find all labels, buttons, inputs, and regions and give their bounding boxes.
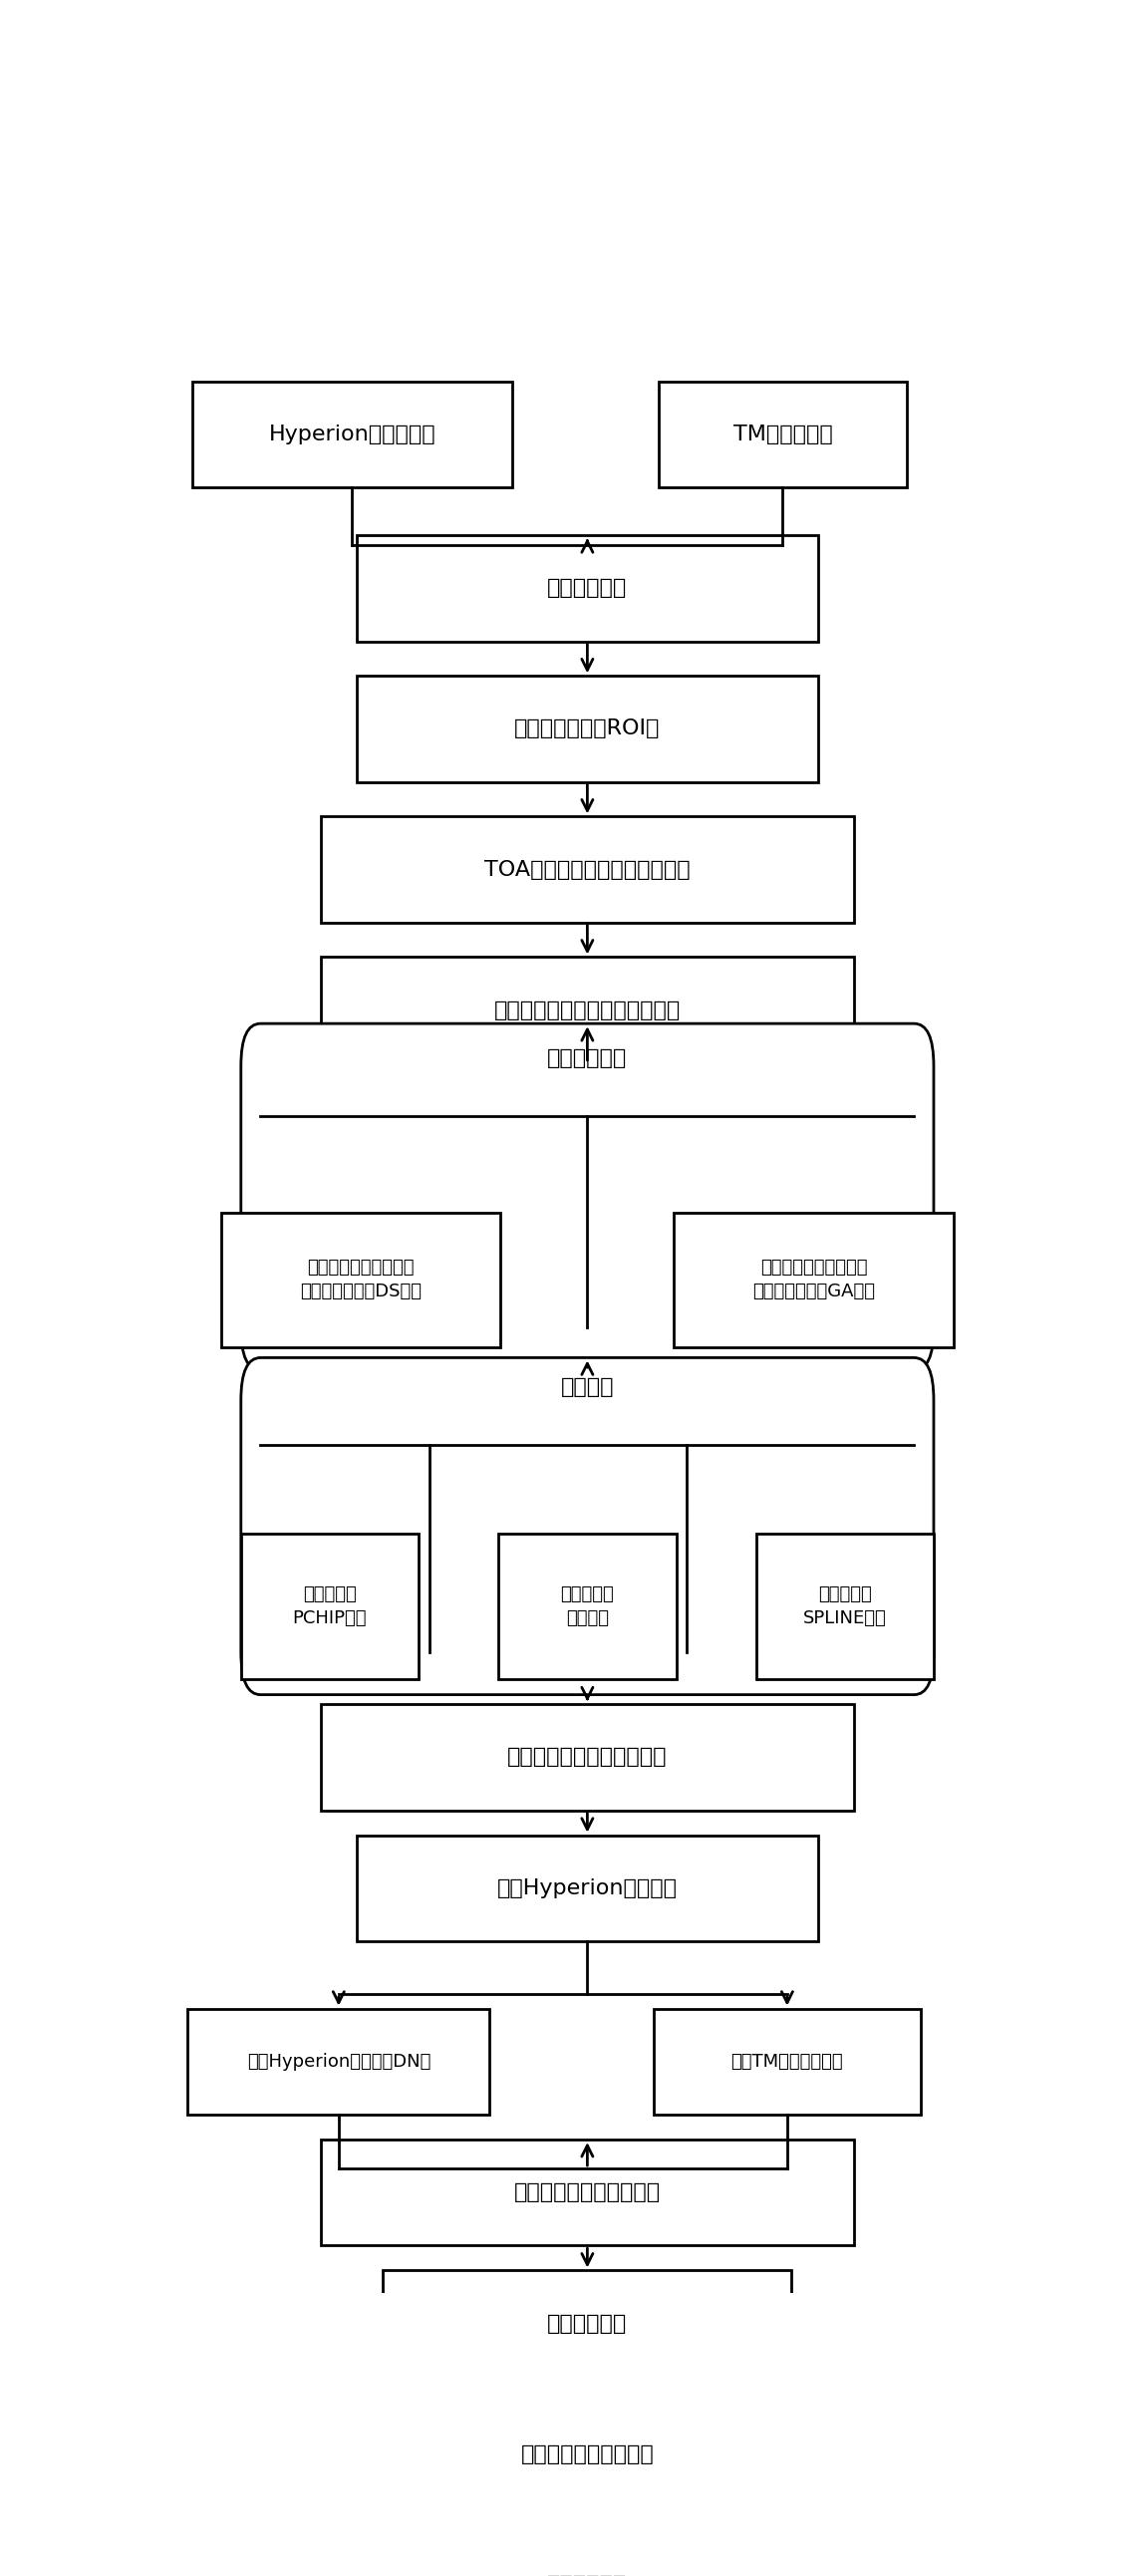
Text: 对模拟辐亮度曲线去除气体吸收: 对模拟辐亮度曲线去除气体吸收 bbox=[494, 999, 681, 1020]
Bar bbox=[347, 2401, 827, 2506]
Bar bbox=[321, 1705, 854, 1811]
Bar bbox=[356, 1834, 818, 1942]
Bar bbox=[356, 675, 818, 783]
Text: 提取Hyperion优化波段DN值: 提取Hyperion优化波段DN值 bbox=[246, 2053, 431, 2071]
Text: 对优化波段
SPLINE插值: 对优化波段 SPLINE插值 bbox=[803, 1587, 887, 1628]
Text: 对优化波段
PCHIP插值: 对优化波段 PCHIP插值 bbox=[292, 1587, 367, 1628]
Text: 对优化波段
线性插值: 对优化波段 线性插值 bbox=[560, 1587, 614, 1628]
Text: 最优插值: 最优插值 bbox=[560, 1378, 614, 1399]
Text: 获得Hyperion优化波段: 获得Hyperion优化波段 bbox=[497, 1878, 677, 1899]
Bar bbox=[356, 536, 818, 641]
Bar bbox=[674, 1213, 953, 1347]
Bar bbox=[756, 1533, 934, 1680]
Text: 使用模拟数据评价最优算法: 使用模拟数据评价最优算法 bbox=[508, 1747, 667, 1767]
Bar bbox=[383, 2532, 792, 2576]
Text: 提取TM图像辐亮度值: 提取TM图像辐亮度值 bbox=[731, 2053, 843, 2071]
Text: TOA辐亮度和气体吸收特征模拟: TOA辐亮度和气体吸收特征模拟 bbox=[485, 860, 690, 878]
Text: 使用去除气体吸收后的
辐亮度曲线进行GA选择: 使用去除气体吸收后的 辐亮度曲线进行GA选择 bbox=[753, 1260, 876, 1301]
Text: TM图像预处理: TM图像预处理 bbox=[733, 425, 832, 443]
Bar bbox=[321, 2141, 854, 2246]
Text: Hyperion图像预处理: Hyperion图像预处理 bbox=[268, 425, 435, 443]
Text: 去除气体吸收: 去除气体吸收 bbox=[548, 2313, 627, 2334]
Text: 选择感兴趣区（ROI）: 选择感兴趣区（ROI） bbox=[515, 719, 660, 739]
FancyBboxPatch shape bbox=[241, 1023, 934, 1370]
Bar bbox=[658, 381, 908, 487]
Text: 影像几何匹配: 影像几何匹配 bbox=[548, 580, 627, 598]
Bar bbox=[321, 817, 854, 922]
Bar bbox=[193, 381, 512, 487]
Text: 最佳波段选择: 最佳波段选择 bbox=[548, 1048, 627, 1069]
Bar bbox=[241, 1533, 418, 1680]
Text: 对优化波段进行辐射定标: 对优化波段进行辐射定标 bbox=[515, 2182, 660, 2202]
Text: 重建高光谱辐亮度曲线: 重建高光谱辐亮度曲线 bbox=[520, 2445, 654, 2465]
Bar bbox=[499, 1533, 676, 1680]
FancyBboxPatch shape bbox=[241, 1358, 934, 1695]
Bar bbox=[221, 1213, 501, 1347]
Bar bbox=[188, 2009, 489, 2115]
Bar bbox=[321, 958, 854, 1064]
Text: 使用去除气体吸收后的
辐亮度曲线进行DS选择: 使用去除气体吸收后的 辐亮度曲线进行DS选择 bbox=[300, 1260, 422, 1301]
Bar bbox=[654, 2009, 920, 2115]
Bar bbox=[383, 2269, 792, 2378]
